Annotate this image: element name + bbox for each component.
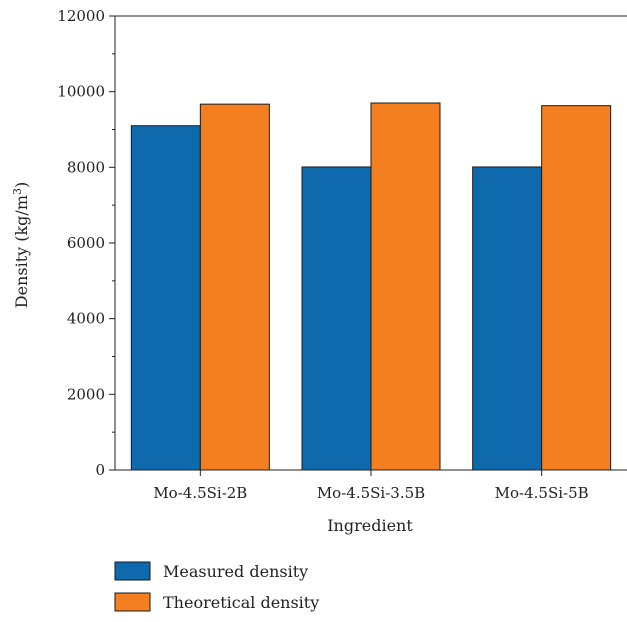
bar-theoretical-2 bbox=[370, 102, 441, 471]
x-tick-label-2: Mo-4.5Si-3.5B bbox=[317, 484, 425, 502]
legend-label-1: Measured density bbox=[163, 562, 308, 581]
y-axis-title-prefix: Density (kg/m bbox=[12, 195, 31, 308]
y-tick-label-4000: 4000 bbox=[67, 310, 105, 328]
x-axis-title: Ingredient bbox=[327, 516, 413, 535]
y-tick-label-12000: 12000 bbox=[57, 7, 105, 25]
y-axis-title-suffix: ) bbox=[12, 182, 31, 188]
bar-measured-3 bbox=[472, 166, 543, 471]
y-tick-label-10000: 10000 bbox=[57, 83, 105, 101]
legend-swatch-2 bbox=[114, 592, 151, 612]
bar-theoretical-1 bbox=[199, 103, 270, 471]
y-tick-label-6000: 6000 bbox=[67, 234, 105, 252]
bar-measured-2 bbox=[301, 166, 372, 471]
y-axis-title: Density (kg/m3) bbox=[11, 182, 31, 308]
y-tick-label-0: 0 bbox=[95, 461, 105, 479]
y-tick-label-8000: 8000 bbox=[67, 158, 105, 176]
x-tick-label-1: Mo-4.5Si-2B bbox=[153, 484, 247, 502]
legend-label-2: Theoretical density bbox=[163, 593, 319, 612]
y-tick-label-2000: 2000 bbox=[67, 385, 105, 403]
y-axis-title-superscript: 3 bbox=[11, 188, 24, 195]
legend-swatch-1 bbox=[114, 561, 151, 581]
x-tick-label-3: Mo-4.5Si-5B bbox=[495, 484, 589, 502]
bar-measured-1 bbox=[130, 125, 201, 471]
bar-theoretical-3 bbox=[541, 105, 612, 471]
legend: Measured density Theoretical density bbox=[114, 561, 319, 612]
